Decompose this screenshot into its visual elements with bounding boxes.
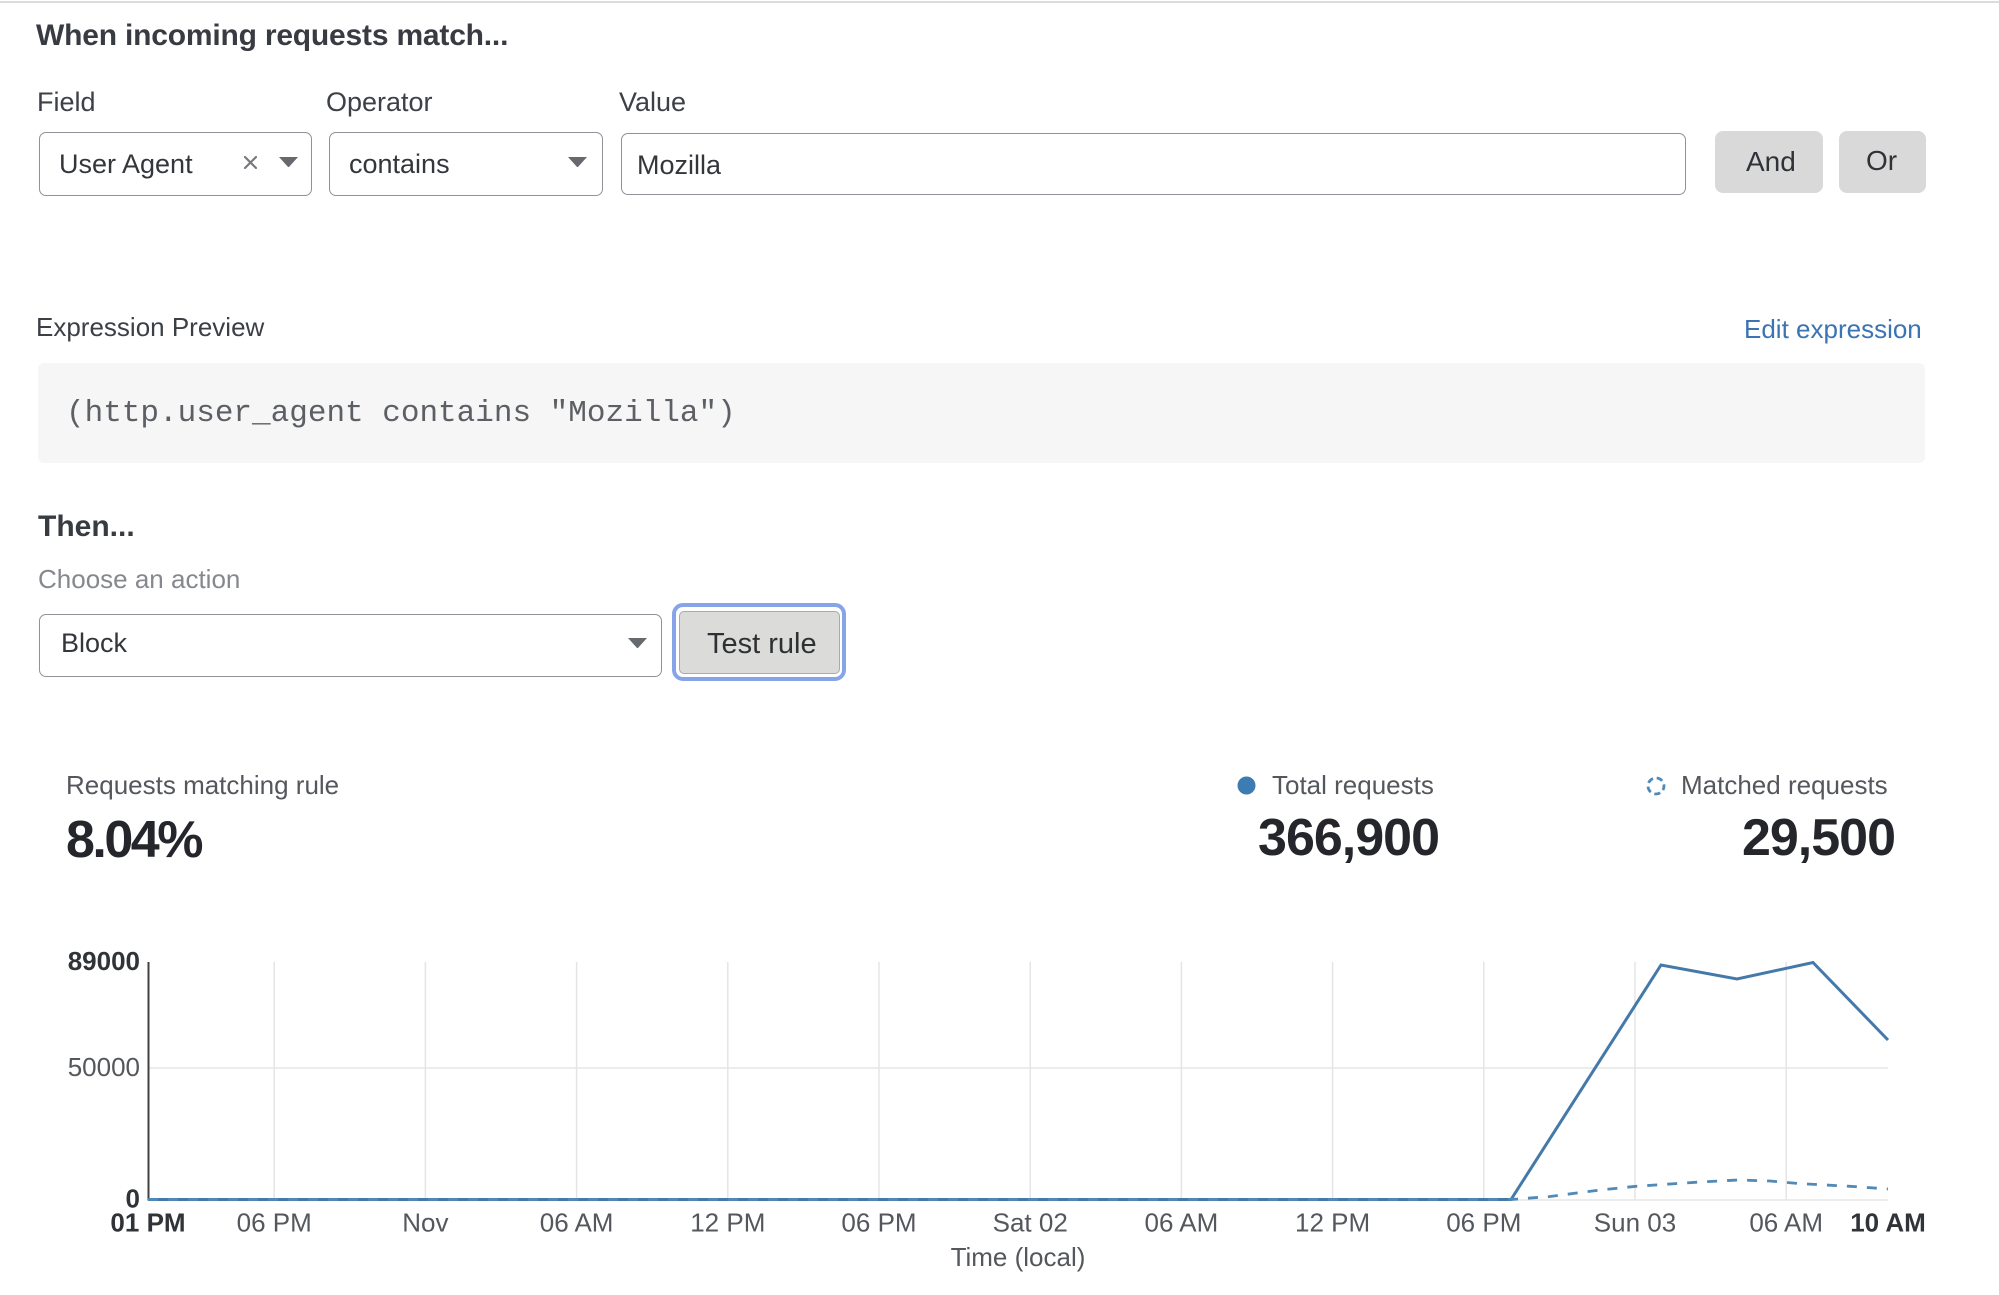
svg-text:89000: 89000 — [68, 946, 140, 976]
svg-text:Nov: Nov — [402, 1208, 448, 1238]
svg-text:06 PM: 06 PM — [841, 1208, 916, 1238]
svg-text:06 PM: 06 PM — [1446, 1208, 1521, 1238]
svg-text:Time (local): Time (local) — [951, 1242, 1086, 1272]
svg-text:10 AM: 10 AM — [1850, 1208, 1926, 1238]
svg-text:06 AM: 06 AM — [1749, 1208, 1823, 1238]
svg-text:50000: 50000 — [68, 1052, 140, 1082]
svg-text:12 PM: 12 PM — [1295, 1208, 1370, 1238]
svg-text:Sun 03: Sun 03 — [1594, 1208, 1676, 1238]
svg-text:0: 0 — [126, 1184, 140, 1214]
svg-text:06 AM: 06 AM — [540, 1208, 614, 1238]
svg-text:01 PM: 01 PM — [110, 1208, 185, 1238]
svg-text:06 PM: 06 PM — [237, 1208, 312, 1238]
svg-text:12 PM: 12 PM — [690, 1208, 765, 1238]
svg-text:06 AM: 06 AM — [1145, 1208, 1219, 1238]
svg-text:Sat 02: Sat 02 — [993, 1208, 1068, 1238]
